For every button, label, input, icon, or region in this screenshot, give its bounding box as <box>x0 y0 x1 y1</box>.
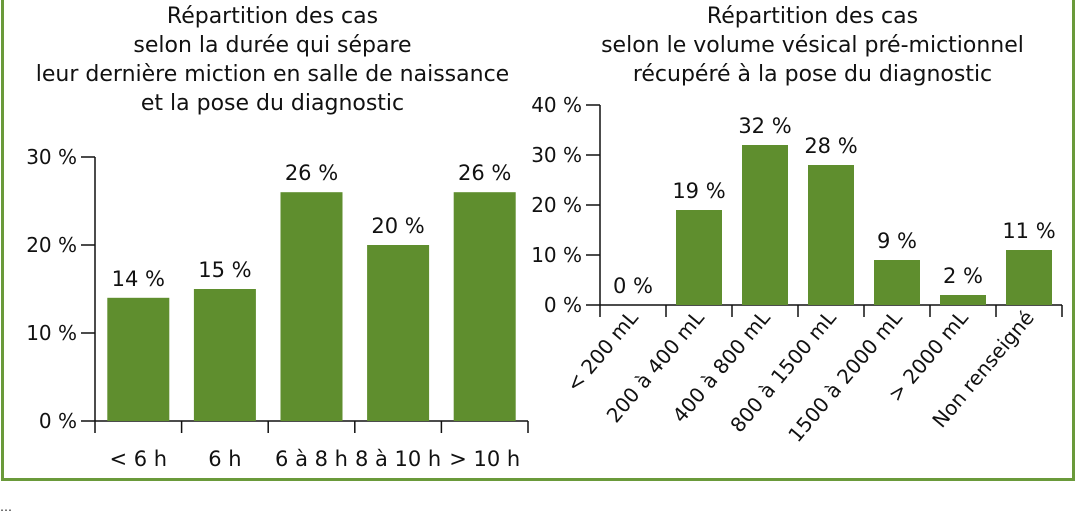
chart-1-title: Répartition des cas selon la durée qui s… <box>20 2 525 118</box>
chart-2-value-label: 19 % <box>672 179 725 203</box>
chart-2-bar <box>676 210 722 305</box>
chart-1-category-label: > 10 h <box>449 447 520 471</box>
chart-2-title-line: selon le volume vésical pré-mictionnel <box>601 33 1024 58</box>
chart-1-y-tick-label: 10 % <box>26 321 77 345</box>
chart-2-value-label: 11 % <box>1002 219 1055 243</box>
chart-2-y-tick-label: 20 % <box>531 193 582 217</box>
chart-1-value-label: 14 % <box>112 267 165 291</box>
chart-1-value-label: 15 % <box>198 258 251 282</box>
chart-2-bar <box>1006 250 1052 305</box>
chart-2-y-tick-label: 30 % <box>531 143 582 167</box>
chart-1-bar <box>280 192 343 421</box>
chart-1-bar <box>367 245 430 421</box>
chart-2-bar <box>808 165 854 305</box>
chart-1-title-line: leur dernière miction en salle de naissa… <box>35 62 510 87</box>
chart-1-title-line: selon la durée qui sépare <box>133 33 412 58</box>
chart-1-bar <box>107 297 170 421</box>
chart-1-y-tick-label: 20 % <box>26 233 77 257</box>
chart-1-category-label: 8 à 10 h <box>355 447 441 471</box>
chart-1-bar <box>453 192 516 421</box>
chart-1-bar <box>193 289 256 421</box>
chart-2-y-tick-label: 40 % <box>531 93 582 117</box>
chart-2-value-label: 9 % <box>877 229 917 253</box>
chart-2-value-label: 0 % <box>613 274 653 298</box>
chart-2-title-line: récupéré à la pose du diagnostic <box>632 62 993 87</box>
chart-2-y-tick-label: 10 % <box>531 243 582 267</box>
chart-1-value-label: 20 % <box>371 214 424 238</box>
chart-2-value-label: 32 % <box>738 114 791 138</box>
chart-1-y-tick-label: 0 % <box>39 409 77 433</box>
chart-2-bar <box>742 145 788 305</box>
chart-2-title: Répartition des cas selon le volume vési… <box>575 2 1050 89</box>
footer-fragment: … <box>0 500 12 514</box>
chart-1-category-label: 6 à 8 h <box>275 447 348 471</box>
figure-frame <box>1 0 1075 481</box>
chart-2-y-tick-label: 0 % <box>544 293 582 317</box>
chart-1-y-tick-label: 30 % <box>26 145 77 169</box>
chart-1-value-label: 26 % <box>285 161 338 185</box>
chart-2-bar <box>940 295 986 305</box>
chart-2-category-label: 1500 à 2000 mL <box>783 305 907 447</box>
chart-1-value-label: 26 % <box>458 161 511 185</box>
chart-1-category-label: 6 h <box>208 447 241 471</box>
chart-1-title-line: Répartition des cas <box>166 4 379 29</box>
chart-2-value-label: 2 % <box>943 264 983 288</box>
chart-2-value-label: 28 % <box>804 134 857 158</box>
chart-1-title-line: et la pose du diagnostic <box>140 91 405 116</box>
chart-2-title-line: Répartition des cas <box>706 4 919 29</box>
chart-2-bar <box>874 260 920 305</box>
chart-1-category-label: < 6 h <box>109 447 167 471</box>
